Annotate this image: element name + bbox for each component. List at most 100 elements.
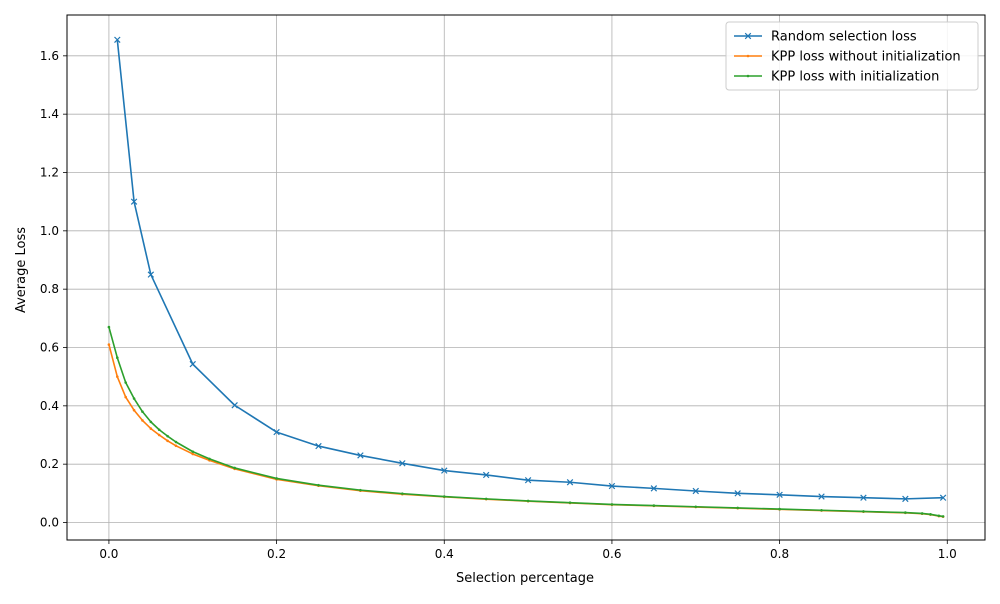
data-point xyxy=(941,515,945,518)
data-point xyxy=(107,325,111,329)
data-point xyxy=(174,440,178,444)
y-tick-label: 0.0 xyxy=(40,516,59,530)
y-tick-label: 1.0 xyxy=(40,224,59,238)
grid xyxy=(67,15,985,540)
data-point xyxy=(441,467,448,474)
x-tick-label: 1.0 xyxy=(938,547,957,561)
data-point xyxy=(929,513,932,516)
data-point xyxy=(116,356,119,360)
data-point xyxy=(482,471,490,479)
data-point xyxy=(147,271,155,278)
data-point xyxy=(568,501,572,504)
legend-item: Random selection loss xyxy=(734,30,917,45)
legend: Random selection loss KPP loss without in… xyxy=(725,21,979,91)
y-tick-label: 0.8 xyxy=(40,282,59,296)
data-point xyxy=(818,493,825,500)
x-axis-label: Selection percentage xyxy=(456,571,594,586)
data-point xyxy=(359,488,362,492)
y-tick-label: 1.2 xyxy=(40,166,59,180)
data-point xyxy=(484,497,488,501)
legend-label: Random selection loss xyxy=(771,30,917,45)
data-point xyxy=(233,466,236,470)
data-point xyxy=(778,507,781,511)
data-point xyxy=(107,343,111,346)
data-point xyxy=(860,494,867,501)
data-point xyxy=(652,504,656,507)
x-tick-label: 0.4 xyxy=(435,547,454,561)
data-point xyxy=(114,36,121,44)
y-tick-label: 1.6 xyxy=(40,49,59,63)
data-point xyxy=(734,490,741,497)
data-point xyxy=(157,428,161,432)
legend-item: KPP loss without initialization xyxy=(734,50,961,65)
data-point xyxy=(141,410,144,413)
series-layer xyxy=(107,36,947,518)
y-tick-label: 0.2 xyxy=(40,457,59,471)
data-point xyxy=(904,511,907,514)
data-point xyxy=(736,506,739,510)
data-point xyxy=(157,433,161,437)
series-3 xyxy=(107,325,945,518)
series-2 xyxy=(107,343,945,518)
data-point xyxy=(524,476,532,484)
legend-marker xyxy=(746,54,750,58)
data-point xyxy=(401,492,404,495)
data-point xyxy=(442,495,446,498)
data-point xyxy=(650,485,658,492)
legend-marker xyxy=(746,74,750,78)
y-tick-label: 1.4 xyxy=(40,107,59,121)
data-point xyxy=(189,360,196,368)
x-tick-label: 0.6 xyxy=(602,547,621,561)
data-point xyxy=(273,428,280,436)
data-point xyxy=(130,198,138,205)
data-point xyxy=(191,450,195,453)
data-point xyxy=(862,510,865,513)
legend-item: KPP loss with initialization xyxy=(734,70,939,85)
x-tick-label: 0.0 xyxy=(99,547,118,561)
legend-label: KPP loss with initialization xyxy=(771,70,939,85)
data-point xyxy=(149,420,153,424)
data-point xyxy=(820,508,823,512)
series-line xyxy=(108,344,944,518)
data-point xyxy=(776,491,783,499)
data-point xyxy=(124,381,127,384)
y-tick-label: 0.4 xyxy=(40,399,59,413)
x-axis-ticks: 0.0 0.2 0.4 0.6 0.8 1.0 xyxy=(99,540,957,561)
data-point xyxy=(566,479,574,486)
data-point xyxy=(132,408,136,412)
y-tick-label: 0.6 xyxy=(40,341,59,355)
data-point xyxy=(191,452,195,456)
data-point xyxy=(208,457,211,461)
data-point xyxy=(694,505,698,509)
data-point xyxy=(317,483,320,487)
data-point xyxy=(902,495,909,503)
plot-area-frame xyxy=(66,14,986,541)
data-point xyxy=(610,503,614,506)
data-point xyxy=(920,512,924,515)
y-axis-ticks: 0.0 0.2 0.4 0.6 0.8 1.0 1.2 1.4 1.6 xyxy=(40,49,67,530)
data-point xyxy=(692,487,699,495)
data-point xyxy=(399,460,406,467)
y-axis-label: Average Loss xyxy=(14,227,29,313)
data-point xyxy=(937,514,941,518)
series-line xyxy=(108,326,944,518)
legend-marker xyxy=(744,32,752,40)
x-tick-label: 0.2 xyxy=(267,547,286,561)
legend-label: KPP loss without initialization xyxy=(771,50,961,65)
data-point xyxy=(526,499,530,503)
data-point xyxy=(166,434,169,438)
data-point xyxy=(132,397,136,400)
data-point xyxy=(141,419,144,422)
data-point xyxy=(939,494,947,501)
legend-box xyxy=(725,21,979,91)
series-1 xyxy=(114,36,947,503)
data-point xyxy=(608,482,616,490)
data-point xyxy=(124,395,127,399)
data-point xyxy=(166,439,169,443)
series-line xyxy=(116,39,944,500)
data-point xyxy=(357,452,364,459)
data-point xyxy=(231,402,238,409)
x-tick-label: 0.8 xyxy=(770,547,789,561)
